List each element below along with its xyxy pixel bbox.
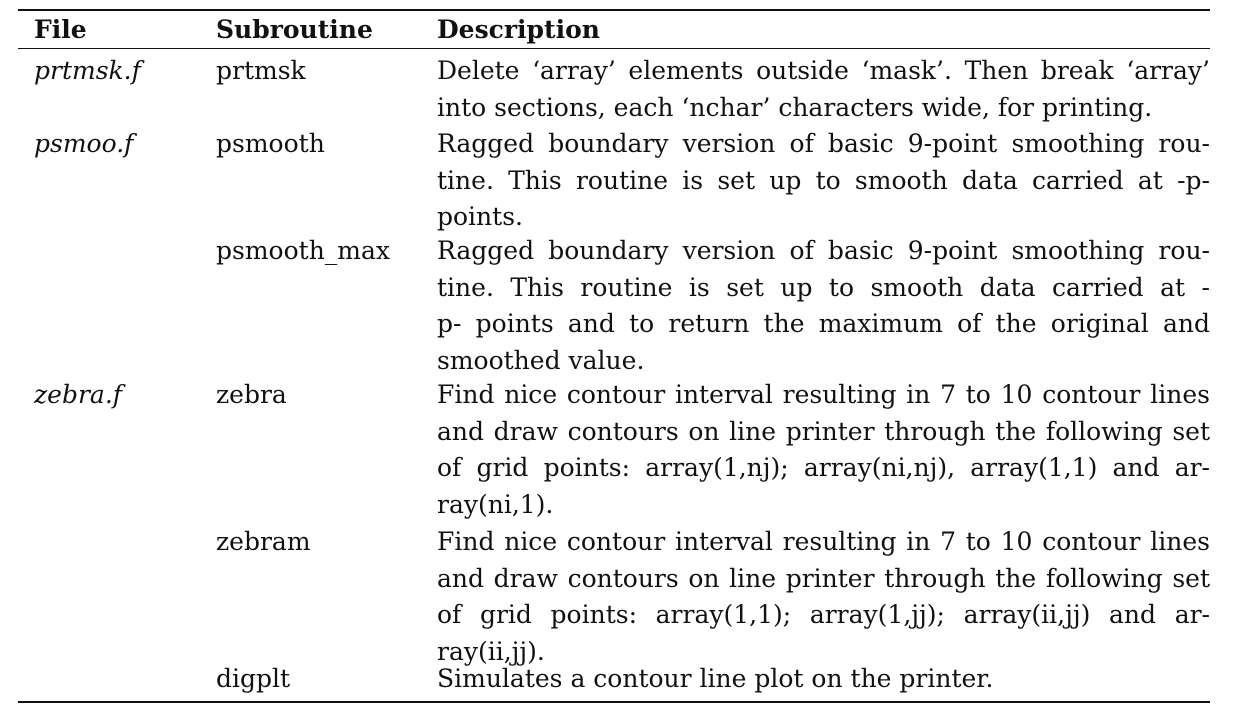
- description-line: of grid points: array(1,1); array(1,jj);…: [437, 600, 1210, 630]
- description-line: Find nice contour interval resulting in …: [437, 527, 1210, 556]
- description-line: ray(ni,1).: [437, 489, 554, 519]
- description-cell: Ragged boundary version of basic 9-point…: [437, 126, 1210, 236]
- header-description: Description: [437, 15, 600, 44]
- description-cell: Find nice contour interval resulting in …: [437, 524, 1210, 670]
- subroutine-cell: psmooth_max: [216, 236, 390, 265]
- description-line: into sections, each ‘nchar’ characters w…: [437, 92, 1153, 122]
- description-line: Ragged boundary version of basic 9-point…: [437, 129, 1210, 158]
- description-line: Find nice contour interval resulting in …: [437, 380, 1210, 409]
- description-line: and draw contours on line printer throug…: [437, 416, 1210, 446]
- description-line: tine. This routine is set up to smooth d…: [437, 272, 1210, 302]
- description-cell: Find nice contour interval resulting in …: [437, 377, 1210, 523]
- subroutine-cell: zebra: [216, 380, 287, 409]
- description-line: of grid points: array(1,nj); array(ni,nj…: [437, 453, 1210, 483]
- description-line: ray(ii,jj).: [437, 636, 545, 666]
- table-header-row: File Subroutine Description: [18, 12, 1210, 48]
- description-line: p- points and to return the maximum of t…: [437, 309, 1210, 339]
- description-line: Simulates a contour line plot on the pri…: [437, 664, 994, 693]
- subroutine-table: File Subroutine Description prtmsk.f prt…: [18, 9, 1210, 703]
- table-top-rule: [18, 9, 1210, 11]
- subroutine-cell: psmooth: [216, 129, 325, 158]
- description-line: and draw contours on line printer throug…: [437, 563, 1210, 593]
- description-cell: Ragged boundary version of basic 9-point…: [437, 233, 1210, 379]
- header-subroutine: Subroutine: [216, 15, 373, 44]
- description-line: points.: [437, 202, 523, 232]
- description-line: Delete ‘array’ elements outside ‘mask’. …: [437, 56, 1210, 85]
- description-line: tine. This routine is set up to smooth d…: [437, 165, 1210, 195]
- header-file: File: [34, 15, 87, 44]
- description-line: Ragged boundary version of basic 9-point…: [437, 236, 1210, 265]
- description-cell: Delete ‘array’ elements outside ‘mask’. …: [437, 53, 1210, 126]
- description-cell: Simulates a contour line plot on the pri…: [437, 661, 1210, 698]
- subroutine-cell: prtmsk: [216, 56, 306, 85]
- file-cell: zebra.f: [34, 380, 123, 409]
- subroutine-cell: digplt: [216, 664, 291, 693]
- file-cell: psmoo.f: [34, 129, 134, 158]
- table-header-rule: [18, 48, 1210, 49]
- subroutine-cell: zebram: [216, 527, 311, 556]
- table-bottom-rule: [18, 701, 1210, 703]
- file-cell: prtmsk.f: [34, 56, 141, 85]
- description-line: smoothed value.: [437, 345, 645, 375]
